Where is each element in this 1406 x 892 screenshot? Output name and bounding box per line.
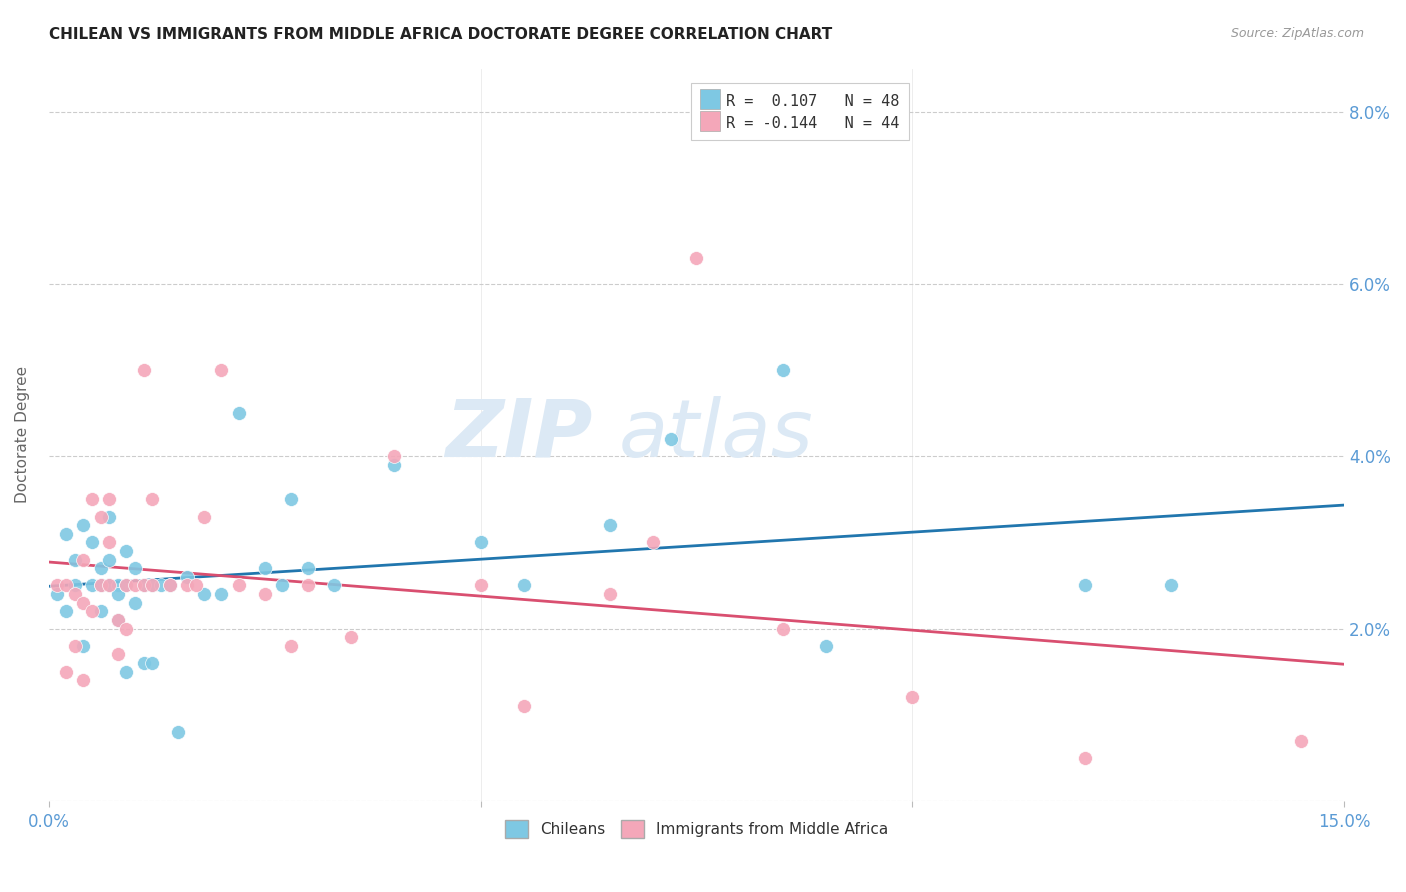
- Point: [107, 648, 129, 662]
- Point: [72, 673, 94, 688]
- Text: Source: ZipAtlas.com: Source: ZipAtlas.com: [1230, 27, 1364, 40]
- Point: [115, 622, 138, 636]
- Point: [55, 604, 77, 618]
- Point: [55, 526, 77, 541]
- Point: [280, 492, 302, 507]
- Point: [63, 587, 86, 601]
- Point: [107, 613, 129, 627]
- Point: [599, 587, 621, 601]
- Point: [98, 578, 121, 592]
- Point: [63, 578, 86, 592]
- Point: [685, 251, 707, 265]
- Point: [512, 578, 534, 592]
- Point: [141, 656, 163, 670]
- Point: [159, 578, 181, 592]
- Point: [814, 639, 837, 653]
- Point: [90, 509, 112, 524]
- Point: [55, 578, 77, 592]
- Point: [1074, 751, 1097, 765]
- Point: [46, 587, 69, 601]
- Point: [141, 578, 163, 592]
- Point: [184, 578, 207, 592]
- Point: [382, 449, 405, 463]
- Point: [98, 578, 121, 592]
- Text: atlas: atlas: [619, 396, 814, 474]
- Point: [228, 406, 250, 420]
- Point: [80, 535, 103, 549]
- Point: [253, 561, 276, 575]
- Point: [132, 578, 155, 592]
- Point: [271, 578, 294, 592]
- Point: [115, 578, 138, 592]
- Point: [132, 656, 155, 670]
- Point: [107, 578, 129, 592]
- Point: [193, 509, 215, 524]
- Point: [772, 622, 794, 636]
- Point: [98, 492, 121, 507]
- Point: [176, 570, 198, 584]
- Legend: Chileans, Immigrants from Middle Africa: Chileans, Immigrants from Middle Africa: [499, 814, 894, 845]
- Point: [98, 535, 121, 549]
- Point: [98, 552, 121, 566]
- Point: [63, 639, 86, 653]
- Point: [228, 578, 250, 592]
- Point: [772, 363, 794, 377]
- Point: [470, 578, 492, 592]
- Point: [90, 578, 112, 592]
- Point: [80, 578, 103, 592]
- Text: ZIP: ZIP: [446, 396, 593, 474]
- Point: [80, 604, 103, 618]
- Point: [115, 544, 138, 558]
- Point: [1074, 578, 1097, 592]
- Point: [211, 587, 233, 601]
- Point: [382, 458, 405, 472]
- Point: [253, 587, 276, 601]
- Point: [1289, 733, 1312, 747]
- Point: [72, 639, 94, 653]
- Point: [512, 699, 534, 714]
- Point: [322, 578, 344, 592]
- Point: [63, 552, 86, 566]
- Point: [55, 665, 77, 679]
- Point: [159, 578, 181, 592]
- Point: [176, 578, 198, 592]
- Point: [132, 363, 155, 377]
- Point: [90, 578, 112, 592]
- Point: [124, 578, 146, 592]
- Point: [124, 561, 146, 575]
- Point: [901, 690, 924, 705]
- Point: [150, 578, 173, 592]
- Point: [72, 552, 94, 566]
- Point: [340, 630, 363, 644]
- Point: [1160, 578, 1182, 592]
- Point: [107, 613, 129, 627]
- Y-axis label: Doctorate Degree: Doctorate Degree: [15, 366, 30, 503]
- Point: [599, 518, 621, 533]
- Point: [643, 535, 665, 549]
- Point: [167, 725, 190, 739]
- Point: [132, 578, 155, 592]
- Point: [193, 587, 215, 601]
- Point: [659, 432, 682, 446]
- Point: [90, 561, 112, 575]
- Text: CHILEAN VS IMMIGRANTS FROM MIDDLE AFRICA DOCTORATE DEGREE CORRELATION CHART: CHILEAN VS IMMIGRANTS FROM MIDDLE AFRICA…: [49, 27, 832, 42]
- Point: [297, 561, 319, 575]
- Point: [141, 492, 163, 507]
- Point: [80, 492, 103, 507]
- Point: [124, 596, 146, 610]
- Point: [46, 578, 69, 592]
- Point: [107, 587, 129, 601]
- Point: [72, 518, 94, 533]
- Point: [211, 363, 233, 377]
- Point: [98, 509, 121, 524]
- Point: [115, 665, 138, 679]
- Point: [115, 578, 138, 592]
- Point: [72, 596, 94, 610]
- Point: [141, 578, 163, 592]
- Point: [470, 535, 492, 549]
- Point: [90, 604, 112, 618]
- Point: [297, 578, 319, 592]
- Point: [280, 639, 302, 653]
